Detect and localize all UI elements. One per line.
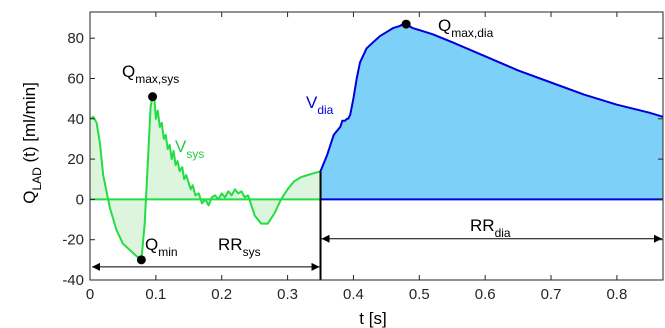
rr-sys-arrow (92, 262, 320, 271)
qmax-dia-label: Qmax,dia (438, 16, 494, 40)
y-tick-label: 80 (67, 30, 84, 47)
axis-ticks: 0 0.1 0.2 0.3 0.4 0.5 0.6 0.7 0.8 -40 -20 0 20 40 60 80 (62, 12, 663, 303)
x-tick-label: 0.6 (475, 286, 496, 303)
qmax-sys-label: Qmax,sys (122, 62, 179, 86)
peak-marker-1 (148, 92, 158, 102)
systolic-area (90, 96, 321, 260)
x-tick-label: 0.7 (541, 286, 562, 303)
x-axis-label: t [s] (359, 309, 386, 328)
y-tick-label: -20 (62, 232, 84, 249)
y-tick-label: 40 (67, 111, 84, 128)
plot-frame (89, 11, 664, 281)
y-axis-label: QLAD (t) [ml/min] (20, 82, 44, 204)
v-dia-label: Vdia (306, 93, 334, 117)
rr-dia-arrow (321, 234, 662, 243)
area-fills (90, 24, 663, 260)
peak-marker-0 (136, 255, 146, 265)
peak-markers (136, 19, 411, 265)
diastolic-area (320, 24, 663, 200)
y-tick-label: 20 (67, 151, 84, 168)
x-tick-label: 0.1 (145, 286, 166, 303)
rr-sys-label: RRsys (218, 235, 261, 259)
x-tick-label: 0.4 (343, 286, 364, 303)
x-tick-label: 0 (86, 286, 94, 303)
v-sys-label: Vsys (175, 137, 204, 161)
interval-arrows (92, 234, 662, 271)
y-tick-label: -40 (62, 272, 84, 289)
x-tick-label: 0.2 (211, 286, 232, 303)
x-tick-label: 0.8 (606, 286, 627, 303)
x-tick-label: 0.3 (277, 286, 298, 303)
diastolic-line (319, 23, 664, 172)
rr-dia-label: RRdia (470, 216, 511, 240)
x-tick-label: 0.5 (409, 286, 430, 303)
systolic-line (89, 95, 321, 261)
y-tick-label: 0 (76, 191, 84, 208)
peak-marker-2 (401, 19, 411, 29)
series-lines (89, 23, 664, 261)
qmin-label: Qmin (145, 235, 178, 259)
y-tick-label: 60 (67, 70, 84, 87)
